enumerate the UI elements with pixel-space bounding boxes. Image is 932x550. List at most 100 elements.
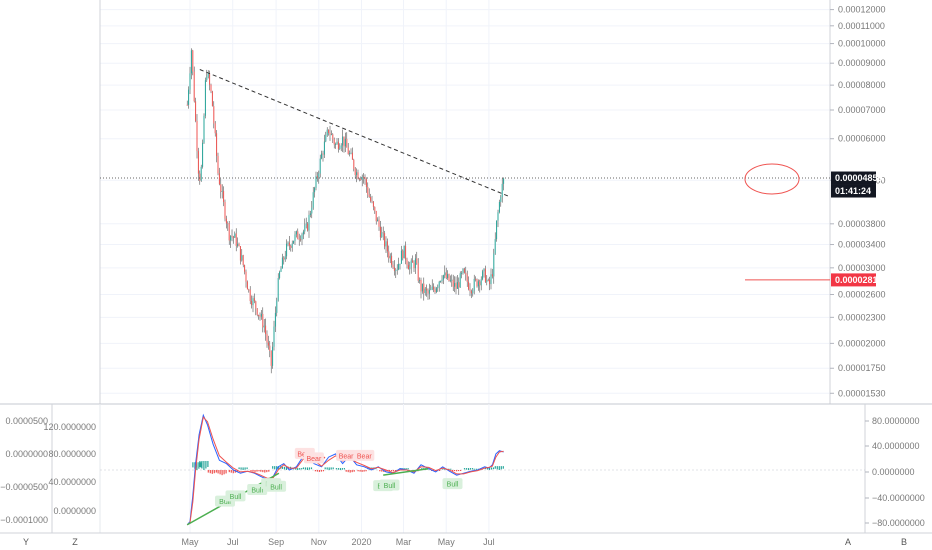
histogram-bar bbox=[328, 467, 330, 470]
candle-body bbox=[242, 255, 244, 266]
candle-body bbox=[360, 178, 362, 181]
histogram-bar bbox=[314, 470, 316, 472]
price-pane[interactable]: 0.00012000 0.00011000 0.00010000 0.00009000… bbox=[99, 0, 886, 404]
candle-body bbox=[283, 257, 285, 260]
histogram-bar bbox=[254, 470, 256, 472]
candle-body bbox=[417, 263, 419, 281]
histogram-bar bbox=[337, 468, 339, 470]
histogram-bar bbox=[232, 470, 234, 474]
candle-body bbox=[230, 235, 232, 241]
candle-body bbox=[328, 129, 330, 134]
bull-label-box bbox=[225, 490, 246, 502]
candle-body bbox=[188, 89, 190, 105]
candle-body bbox=[308, 214, 310, 231]
candle-body bbox=[316, 176, 318, 178]
candle-body bbox=[232, 236, 234, 238]
candle-body bbox=[347, 147, 349, 155]
candle-body bbox=[227, 223, 229, 225]
candle-body bbox=[407, 264, 409, 270]
oscillator-inner-tick-label: 0.0000000 bbox=[53, 506, 96, 516]
oscillator-left-tick-label: 0.0000500 bbox=[5, 416, 48, 426]
histogram-bar bbox=[302, 467, 305, 470]
candle-body bbox=[238, 243, 240, 247]
candle-body bbox=[253, 298, 255, 302]
candle-body bbox=[315, 176, 317, 188]
candle-body bbox=[241, 255, 243, 261]
candle-body bbox=[379, 226, 381, 238]
auto-scale-button[interactable]: A bbox=[845, 537, 851, 547]
histogram-bar bbox=[213, 470, 215, 474]
bull-label: Bull bbox=[447, 482, 459, 489]
candle-body bbox=[223, 191, 225, 202]
oscillator-axes[interactable]: 0.0000500 0.0000000 −0.0000500 −0.0001000 12… bbox=[0, 416, 925, 528]
histogram-bar bbox=[502, 466, 504, 469]
candle-body bbox=[293, 240, 295, 244]
candle-body bbox=[202, 142, 204, 167]
candle-body bbox=[197, 151, 199, 174]
candle-body bbox=[291, 243, 293, 248]
candle-body bbox=[486, 279, 488, 283]
histogram-bar bbox=[475, 468, 477, 470]
candle-body bbox=[476, 279, 478, 287]
candle-body bbox=[192, 50, 194, 72]
histogram-bar bbox=[393, 470, 395, 472]
histogram-bar bbox=[488, 467, 491, 470]
candle-body bbox=[482, 271, 484, 280]
candle-body bbox=[210, 84, 212, 92]
y-axis-button[interactable]: Y bbox=[23, 537, 29, 547]
candles bbox=[186, 48, 505, 374]
candle-body bbox=[392, 264, 394, 268]
histogram-bar bbox=[316, 470, 318, 472]
candle-body bbox=[438, 281, 440, 287]
histogram-bar bbox=[285, 466, 288, 470]
histogram-bar bbox=[332, 467, 334, 470]
bull-label: Bull bbox=[384, 483, 396, 490]
candle-body bbox=[326, 129, 328, 136]
candle-body bbox=[305, 223, 307, 226]
histogram-bar bbox=[492, 467, 495, 470]
candle-body bbox=[312, 192, 314, 208]
price-tick-label: 0.00002600 bbox=[838, 290, 886, 300]
price-tick-label: 0.00002300 bbox=[838, 312, 886, 322]
histogram-bar bbox=[357, 470, 359, 472]
candle-body bbox=[349, 153, 351, 155]
support-price-label: 0.00002812 bbox=[835, 275, 883, 285]
candle-body bbox=[423, 283, 425, 294]
candle-body bbox=[368, 194, 370, 198]
bear-label: Bear bbox=[357, 453, 372, 460]
candle-body bbox=[239, 246, 241, 261]
histogram-bar bbox=[199, 460, 201, 467]
candle-body bbox=[336, 141, 338, 145]
candle-body bbox=[365, 179, 367, 187]
breakout-highlight-ellipse[interactable] bbox=[744, 163, 800, 195]
oscillator-inner-tick-label: 80.0000000 bbox=[48, 449, 96, 459]
candle-body bbox=[351, 152, 353, 160]
oscillator-pane[interactable]: BearBearBearBearBullBullBullBullBullBull… bbox=[0, 404, 925, 533]
oscillator-inner-tick-label: 40.0000000 bbox=[48, 477, 96, 487]
candle-body bbox=[428, 289, 430, 294]
candle-body bbox=[393, 267, 395, 271]
candle-body bbox=[272, 346, 274, 366]
time-axis[interactable]: May Jul Sep Nov 2020 Mar May Jul bbox=[181, 537, 494, 547]
candle-body bbox=[343, 136, 345, 147]
candle-body bbox=[461, 273, 463, 274]
price-tick-label: 0.00003000 bbox=[838, 263, 886, 273]
candle-body bbox=[371, 200, 373, 202]
histogram-bar bbox=[439, 470, 441, 471]
z-axis-button[interactable]: Z bbox=[72, 537, 78, 547]
last-price-label-box bbox=[831, 171, 876, 185]
candle-body bbox=[424, 288, 426, 294]
candle-body bbox=[384, 233, 386, 247]
histogram-bar bbox=[450, 468, 452, 470]
b-axis-button[interactable]: B bbox=[901, 537, 907, 547]
candle-body bbox=[269, 345, 271, 351]
candle-body bbox=[463, 268, 465, 273]
price-axis[interactable]: 0.00012000 0.00011000 0.00010000 0.00009000… bbox=[830, 5, 886, 399]
candle-body bbox=[301, 234, 303, 240]
candle-body bbox=[451, 279, 453, 281]
candle-body bbox=[470, 291, 472, 294]
histogram-bar bbox=[238, 467, 240, 470]
price-tick-label: 0.00012000 bbox=[838, 5, 886, 15]
histogram-bar bbox=[198, 462, 200, 469]
